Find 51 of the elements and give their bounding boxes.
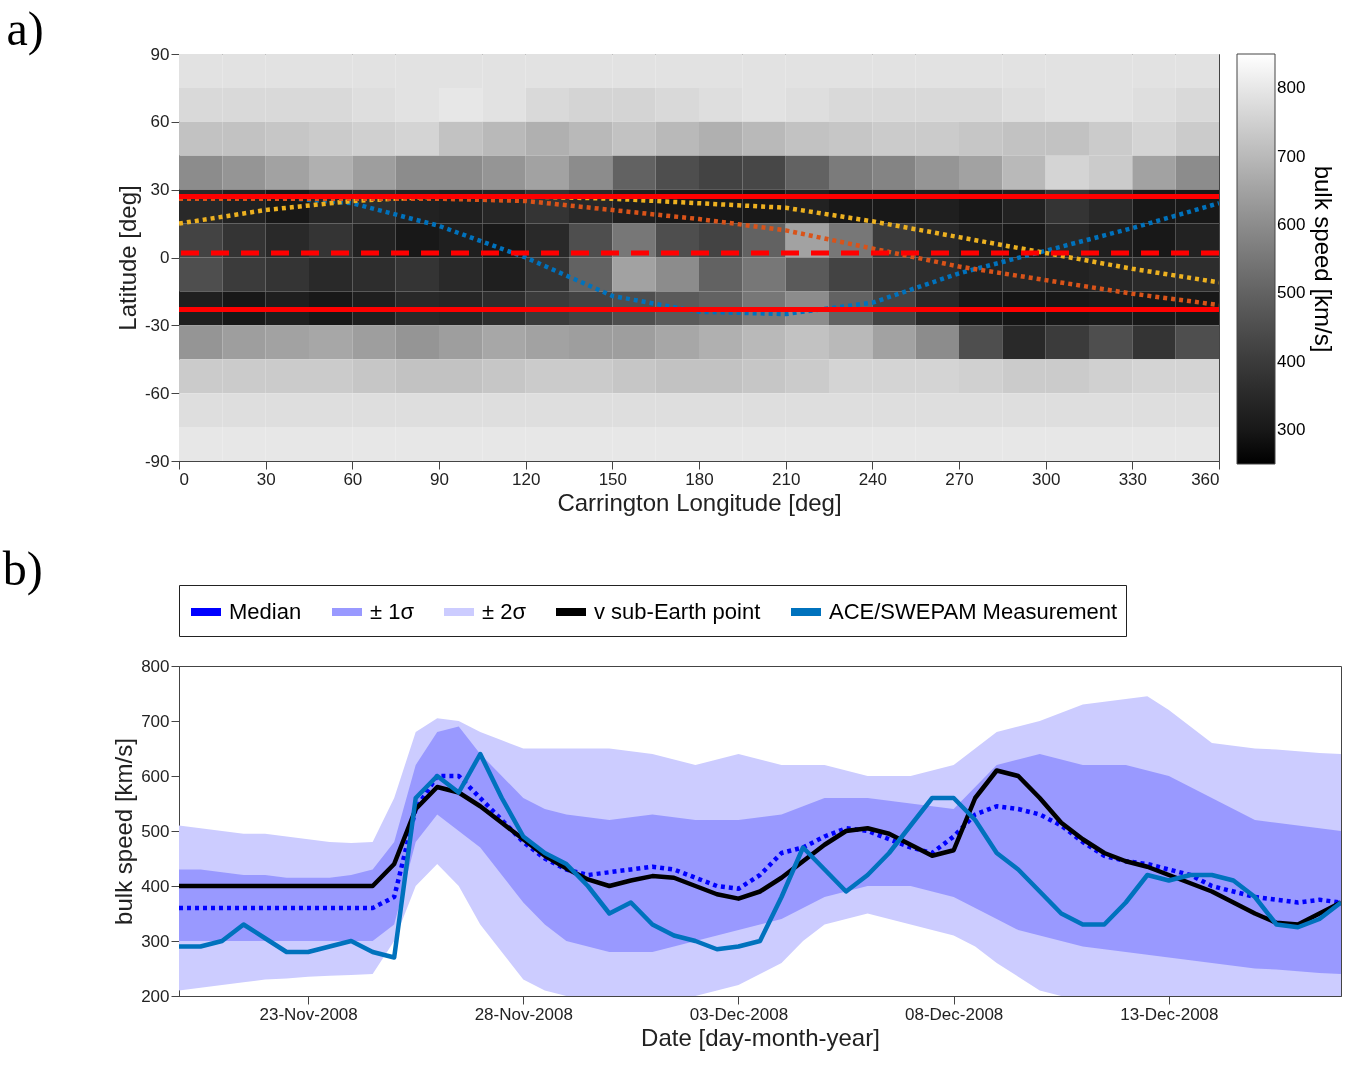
- legend-label: ± 1σ: [370, 599, 415, 624]
- x-tick-label: 28-Nov-2008: [474, 1004, 573, 1024]
- y-tick-label: -30: [144, 315, 170, 335]
- y-axis-title: bulk speed [km/s]: [110, 738, 138, 925]
- y-axis-title: Latitude [deg]: [113, 185, 141, 331]
- y-tick-label: 90: [150, 44, 170, 64]
- legend-label: Median: [229, 599, 302, 624]
- x-tick-label: 300: [1031, 469, 1061, 489]
- color-bar-label: 700: [1277, 146, 1306, 166]
- y-tick-label: 800: [141, 656, 170, 676]
- x-tick-label: 360: [1191, 469, 1220, 489]
- y-tick-label: 600: [141, 766, 170, 786]
- x-tick-label: 240: [858, 469, 888, 489]
- y-tick-label: 400: [141, 876, 170, 896]
- chart-title: b): [2, 541, 43, 596]
- legend-label: ACE/SWEPAM Measurement: [829, 599, 1118, 624]
- line-series: [179, 751, 1341, 960]
- x-axis-title: Date [day-month-year]: [641, 1023, 880, 1051]
- y-tick-label: -60: [144, 383, 170, 403]
- x-tick-label: 60: [343, 469, 363, 489]
- x-tick-label: 13-Dec-2008: [1120, 1004, 1219, 1024]
- x-tick-label: 120: [511, 469, 541, 489]
- y-tick-label: 30: [150, 180, 170, 200]
- x-tick-label: 330: [1118, 469, 1148, 489]
- x-tick-label: 150: [598, 469, 628, 489]
- x-tick-label: 180: [685, 469, 714, 489]
- y-tick-label: 0: [160, 248, 170, 267]
- y-tick-label: -90: [144, 451, 170, 471]
- x-axis-title: Carrington Longitude [deg]: [557, 488, 842, 516]
- legend-label: ± 2σ: [482, 599, 527, 624]
- y-tick-label: 200: [141, 986, 170, 1006]
- chart-title: a): [6, 2, 44, 56]
- y-tick-label: 700: [141, 711, 170, 731]
- x-tick-label: 90: [430, 469, 449, 489]
- y-tick-label: 300: [141, 931, 170, 951]
- y-tick-label: 500: [141, 821, 170, 841]
- color-bar-label: 300: [1277, 419, 1306, 439]
- color-bar-label: 600: [1277, 214, 1306, 234]
- x-tick-label: 08-Dec-2008: [905, 1004, 1004, 1024]
- color-bar-label: 800: [1277, 78, 1306, 98]
- x-tick-label: 0: [179, 469, 189, 489]
- color-bar-label: 500: [1277, 283, 1306, 303]
- color-bar-label: 400: [1277, 351, 1306, 371]
- y-tick-label: 60: [150, 112, 170, 132]
- x-tick-label: 210: [771, 469, 801, 489]
- color-bar-title: bulk speed [km/s]: [1310, 165, 1337, 353]
- legend-label: v sub-Earth point: [594, 599, 761, 624]
- x-tick-label: 30: [256, 469, 276, 489]
- x-tick-label: 23-Nov-2008: [259, 1004, 358, 1024]
- x-tick-label: 03-Dec-2008: [689, 1004, 789, 1024]
- x-tick-label: 270: [945, 469, 974, 489]
